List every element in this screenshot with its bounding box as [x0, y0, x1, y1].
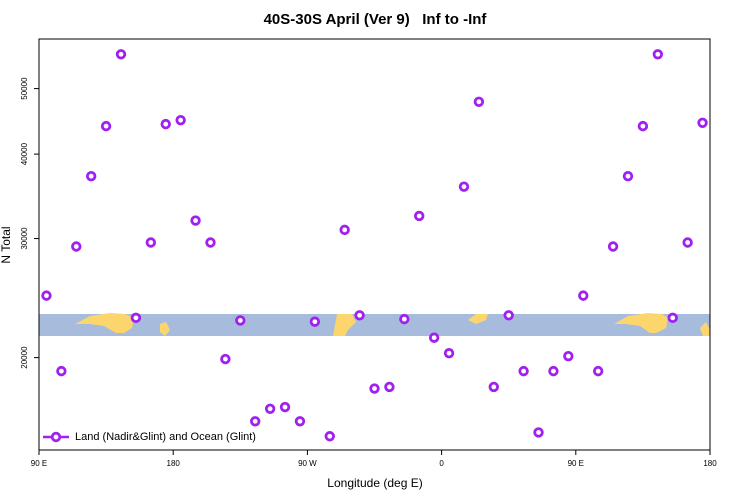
- data-point: [637, 120, 649, 132]
- data-point: [458, 181, 470, 192]
- data-point: [473, 96, 485, 107]
- data-point: [324, 431, 335, 442]
- data-point: [533, 427, 544, 438]
- data-point: [100, 120, 112, 132]
- data-point: [175, 114, 186, 126]
- data-point: [414, 210, 425, 222]
- data-point: [592, 365, 604, 377]
- data-point: [264, 403, 276, 414]
- data-point: [339, 224, 350, 236]
- data-point: [443, 348, 455, 359]
- data-point: [399, 313, 410, 325]
- data-point: [503, 310, 514, 321]
- y-axis-label: N Total: [0, 226, 13, 263]
- x-tick-label: 180: [703, 459, 717, 468]
- data-point: [309, 316, 321, 327]
- y-tick-label: 40000: [20, 142, 29, 165]
- data-point: [115, 49, 127, 60]
- x-tick-label: 90 E: [31, 459, 47, 468]
- plot-frame: [38, 38, 711, 451]
- data-point: [548, 365, 559, 377]
- data-point: [250, 416, 261, 427]
- x-tick-label: 180: [167, 459, 181, 468]
- data-point: [652, 49, 664, 60]
- x-tick-label: 90 E: [568, 459, 584, 468]
- legend-marker: [50, 431, 62, 443]
- data-point: [369, 383, 380, 394]
- data-point: [130, 312, 142, 324]
- data-point: [682, 237, 693, 248]
- data-point: [85, 170, 97, 182]
- y-tick-label: 50000: [20, 77, 29, 100]
- data-point: [160, 118, 171, 130]
- data-point: [518, 365, 529, 377]
- y-tick-label: 20000: [20, 346, 29, 369]
- data-point: [354, 310, 365, 321]
- x-tick-label: 90 W: [298, 459, 317, 468]
- data-point: [607, 241, 619, 252]
- data-point: [56, 365, 67, 377]
- data-point: [190, 215, 201, 226]
- chart-title: 40S-30S April (Ver 9) Inf to -Inf: [264, 11, 488, 28]
- x-axis-label: Longitude (deg E): [327, 476, 422, 490]
- map-strip: [39, 313, 710, 336]
- data-point: [220, 353, 231, 365]
- data-point: [41, 290, 52, 301]
- data-point: [279, 401, 291, 413]
- y-tick-label: 30000: [20, 227, 29, 250]
- data-point: [205, 237, 216, 248]
- data-point: [428, 332, 440, 343]
- legend-label: Land (Nadir&Glint) and Ocean (Glint): [75, 431, 256, 443]
- data-point: [145, 237, 157, 248]
- data-point: [384, 381, 395, 393]
- data-point: [563, 350, 574, 362]
- data-point: [667, 312, 678, 324]
- data-point: [294, 416, 306, 427]
- data-point: [488, 381, 499, 393]
- x-tick-label: 0: [439, 459, 444, 468]
- data-point: [697, 117, 708, 129]
- data-point: [71, 241, 82, 252]
- data-point: [235, 315, 246, 326]
- data-point: [622, 170, 634, 182]
- data-point: [578, 290, 589, 301]
